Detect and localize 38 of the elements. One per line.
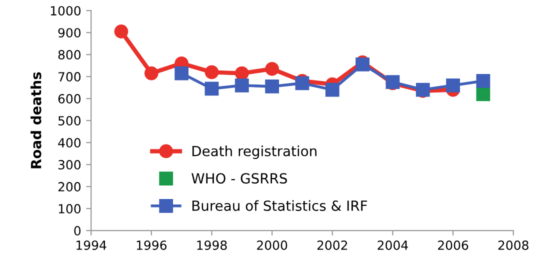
point xyxy=(204,82,219,96)
point xyxy=(356,58,370,72)
point xyxy=(204,65,219,80)
y-tick-label: 300 xyxy=(58,160,81,170)
point xyxy=(325,82,340,97)
point xyxy=(446,78,460,92)
point xyxy=(476,87,490,102)
y-tick-label: 100 xyxy=(58,204,81,214)
y-tick-label: 800 xyxy=(58,50,81,60)
point xyxy=(234,66,249,80)
point xyxy=(295,76,310,90)
legend-label: Death registration xyxy=(192,146,316,159)
x-tick-label: 2002 xyxy=(317,240,348,250)
legend-label: Bureau of Statistics & IRF xyxy=(192,200,367,211)
legend-label: WHO - GSRRS xyxy=(192,173,287,184)
x-tick-label: 2008 xyxy=(498,240,528,250)
point xyxy=(265,62,279,76)
y-tick-label: 700 xyxy=(58,72,81,82)
x-tick-label: 1994 xyxy=(76,240,106,250)
y-tick-label: 900 xyxy=(58,28,81,38)
y-tick-label: 600 xyxy=(58,94,81,104)
point xyxy=(114,24,128,38)
y-tick-label: 0 xyxy=(74,226,81,236)
point xyxy=(174,66,189,80)
x-tick-label: 2000 xyxy=(257,240,288,250)
y-tick-label: 200 xyxy=(58,182,81,192)
x-tick-label: 2004 xyxy=(378,240,408,250)
x-tick-label: 1998 xyxy=(197,240,227,250)
y-tick-label: 400 xyxy=(58,138,81,148)
point xyxy=(265,80,279,94)
y-axis-title: Road deaths xyxy=(30,72,42,168)
y-tick-label: 500 xyxy=(58,116,81,126)
y-tick-label: 1000 xyxy=(50,6,81,16)
point xyxy=(234,78,249,92)
point xyxy=(144,66,158,80)
x-tick-label: 2006 xyxy=(438,240,468,250)
x-tick-label: 1996 xyxy=(136,240,167,250)
point xyxy=(476,74,490,88)
